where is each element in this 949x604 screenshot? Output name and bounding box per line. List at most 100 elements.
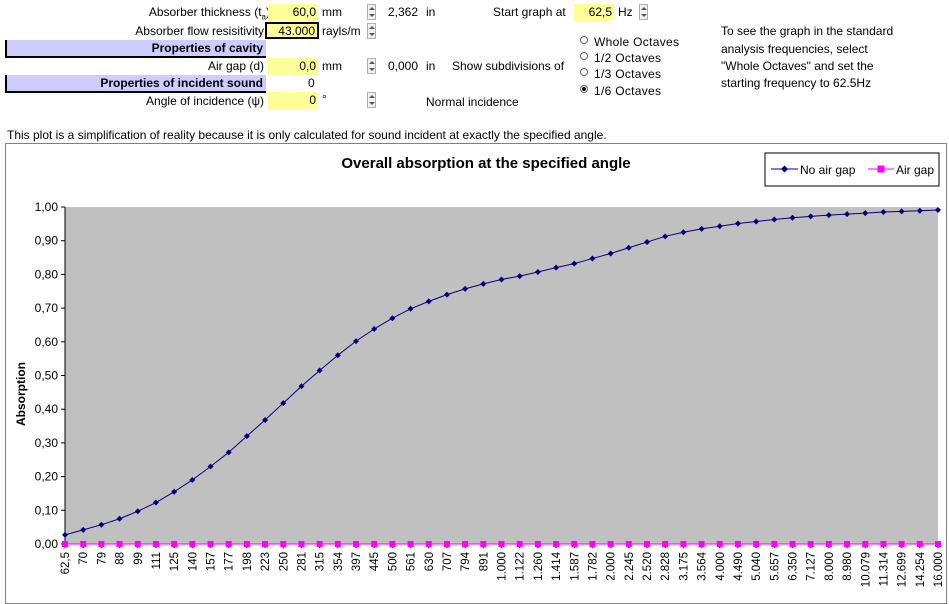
option-third-octaves[interactable]: 1/3 Octaves (594, 67, 662, 81)
x-tick-label: 2.828 (660, 552, 672, 581)
data-point-air-gap (98, 541, 105, 547)
data-point-no-air-gap (825, 212, 832, 219)
x-tick-label: 14.254 (915, 551, 927, 587)
data-point-no-air-gap (716, 223, 723, 230)
data-point-no-air-gap (898, 208, 905, 215)
air-gap-input[interactable]: 0,0 (268, 58, 318, 75)
data-point-no-air-gap (534, 269, 541, 276)
data-point-no-air-gap (407, 305, 414, 312)
radio-half-octaves[interactable] (580, 52, 588, 60)
x-tick-label: 12.699 (897, 552, 909, 587)
absorber-thickness-converted-unit: in (426, 5, 436, 19)
air-gap-converted-unit: in (426, 59, 436, 73)
data-point-air-gap (371, 541, 378, 547)
data-point-no-air-gap (98, 521, 105, 528)
x-tick-label: 7.127 (806, 552, 818, 581)
data-point-no-air-gap (207, 463, 214, 470)
data-point-no-air-gap (116, 515, 123, 522)
data-point-no-air-gap (916, 207, 923, 214)
start-graph-input[interactable]: 62,5 (574, 4, 614, 21)
start-graph-spinner[interactable] (639, 4, 648, 20)
x-tick-label: 315 (315, 552, 327, 571)
data-point-air-gap (607, 541, 614, 547)
option-whole-octaves[interactable]: Whole Octaves (594, 35, 680, 49)
data-point-no-air-gap (771, 216, 778, 223)
x-tick-label: 177 (224, 552, 236, 571)
help-line-2: analysis frequencies, select (721, 42, 868, 56)
y-tick-label: 0,20 (35, 470, 59, 484)
flow-resistivity-spinner[interactable] (367, 23, 376, 39)
x-tick-label: 1.000 (497, 552, 509, 581)
option-sixth-octaves[interactable]: 1/6 Octaves (594, 84, 662, 98)
y-tick-label: 0,80 (35, 267, 59, 281)
flow-resistivity-input[interactable]: 43.000 (265, 22, 319, 39)
data-point-no-air-gap (389, 315, 396, 322)
data-point-air-gap (480, 541, 487, 547)
radio-sixth-octaves[interactable] (580, 85, 588, 93)
radio-third-octaves[interactable] (580, 68, 588, 76)
data-point-no-air-gap (62, 531, 68, 538)
absorber-thickness-converted: 2,362 (388, 5, 419, 19)
y-tick-label: 0,50 (35, 369, 59, 383)
absorber-thickness-unit: mm (322, 5, 342, 19)
data-point-air-gap (935, 541, 941, 547)
data-point-air-gap (825, 541, 832, 547)
angle-input[interactable]: 0 (268, 92, 318, 109)
data-point-no-air-gap (698, 225, 705, 232)
data-point-air-gap (116, 541, 123, 547)
legend-marker-air-gap (877, 165, 885, 173)
air-gap-spinner[interactable] (367, 58, 376, 74)
x-tick-label: 70 (78, 552, 90, 565)
data-point-no-air-gap (516, 273, 523, 280)
y-axis-title: Absorption (14, 362, 28, 426)
angle-label: Angle of incidence (ψ) (146, 94, 264, 108)
y-tick-label: 0,10 (35, 503, 59, 517)
data-point-no-air-gap (171, 488, 178, 495)
y-tick-label: 0,40 (35, 402, 59, 416)
x-tick-label: 250 (278, 552, 290, 571)
data-point-air-gap (353, 541, 359, 547)
data-point-air-gap (498, 541, 505, 547)
data-point-air-gap (916, 541, 923, 547)
incident-value: 0 (308, 76, 315, 90)
absorption-chart[interactable]: Overall absorption at the specified angl… (5, 143, 947, 604)
data-point-air-gap (662, 541, 669, 547)
x-tick-label: 5.657 (769, 552, 781, 581)
x-tick-label: 1.782 (587, 552, 599, 581)
data-point-no-air-gap (189, 476, 196, 483)
y-tick-label: 0,70 (35, 301, 59, 315)
absorber-thickness-input[interactable]: 60,0 (268, 4, 318, 21)
data-point-air-gap (462, 541, 469, 547)
data-point-air-gap (880, 541, 887, 547)
data-point-air-gap (807, 541, 814, 547)
x-tick-label: 198 (242, 552, 254, 571)
chart-legend: No air gap Air gap (764, 152, 940, 187)
option-half-octaves[interactable]: 1/2 Octaves (594, 51, 662, 65)
y-tick-label: 0,60 (35, 335, 59, 349)
absorber-thickness-spinner[interactable] (367, 4, 376, 20)
incident-section-header: Properties of incident sound (5, 75, 266, 93)
data-point-no-air-gap (680, 229, 687, 236)
absorption-chart-svg: Overall absorption at the specified angl… (14, 152, 945, 587)
data-point-air-gap (298, 541, 305, 547)
radio-whole-octaves[interactable] (580, 36, 588, 44)
flow-resistivity-unit: rayls/m (322, 24, 361, 38)
start-graph-unit: Hz (618, 5, 633, 19)
x-tick-label: 397 (351, 552, 363, 571)
data-point-no-air-gap (262, 416, 269, 423)
start-graph-label: Start graph at (493, 5, 566, 19)
x-tick-label: 99 (133, 552, 145, 565)
x-tick-label: 445 (369, 552, 381, 571)
x-tick-label: 2.000 (606, 552, 618, 581)
data-point-air-gap (62, 541, 68, 547)
x-tick-label: 8.980 (842, 552, 854, 581)
data-point-air-gap (734, 541, 741, 547)
x-tick-label: 1.122 (515, 552, 527, 581)
data-point-air-gap (844, 541, 851, 547)
data-point-no-air-gap (571, 260, 578, 267)
data-point-air-gap (680, 541, 687, 547)
data-point-air-gap (207, 541, 214, 547)
x-tick-label: 111 (151, 552, 163, 569)
x-tick-label: 11.314 (878, 551, 890, 586)
angle-spinner[interactable] (367, 92, 376, 108)
